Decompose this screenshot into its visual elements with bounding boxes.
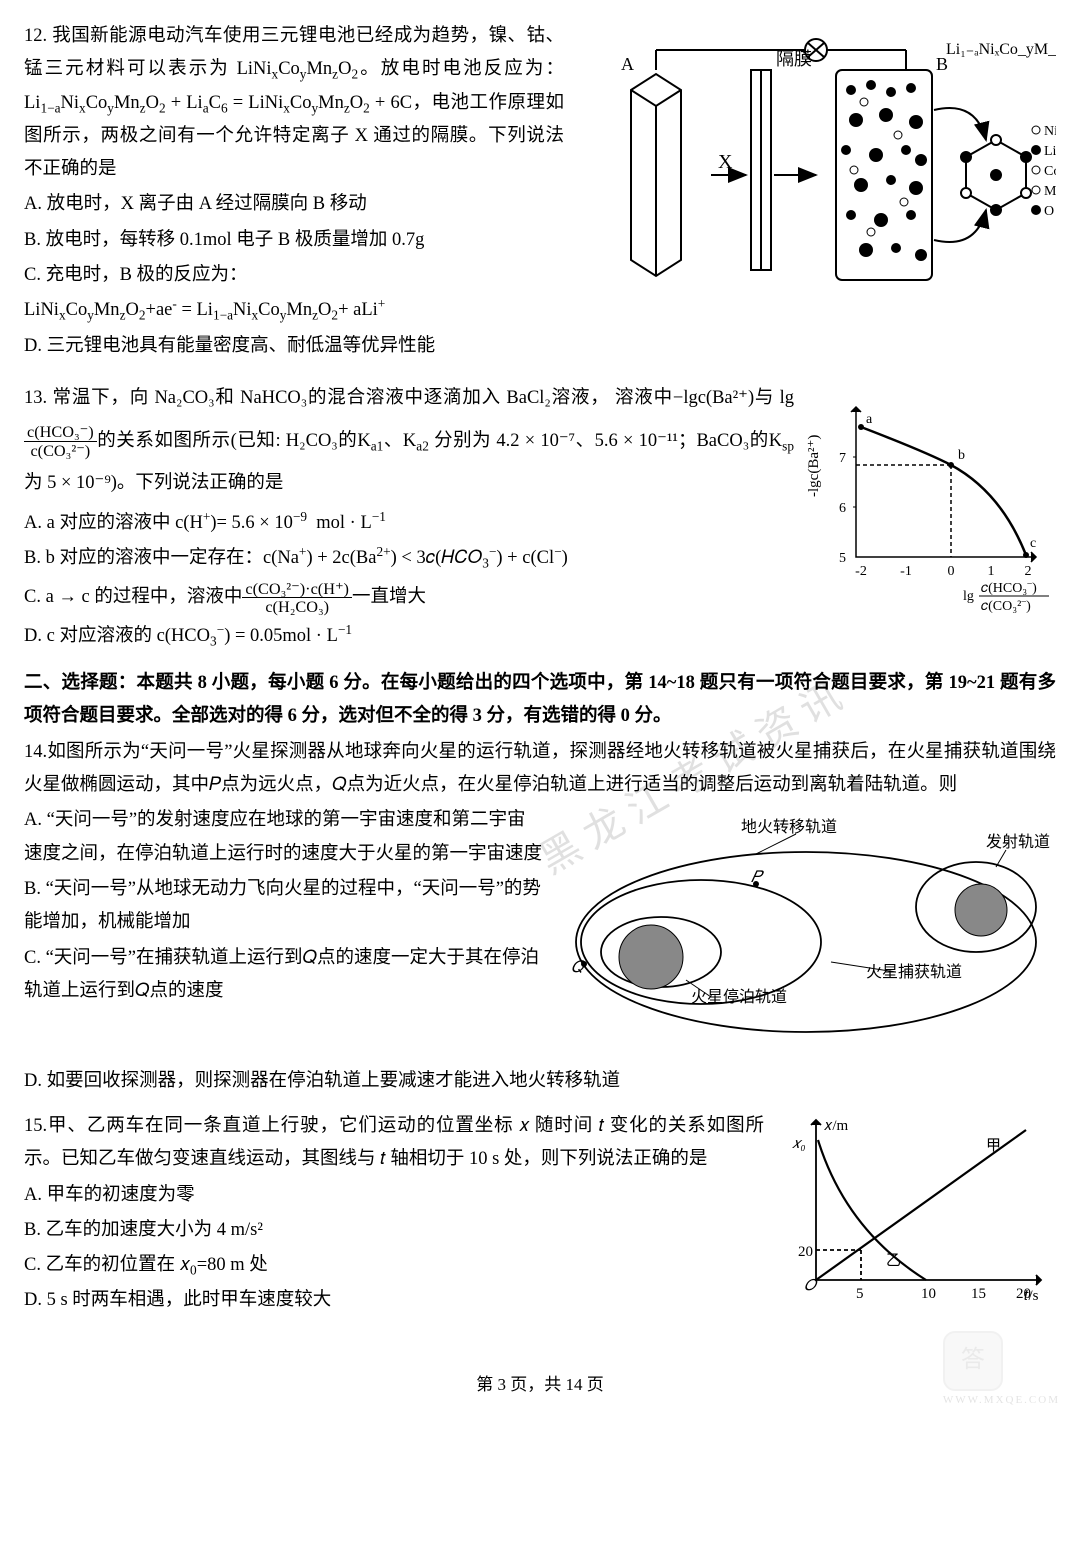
svg-text:火星捕获轨道: 火星捕获轨道	[866, 963, 962, 981]
svg-text:𝑥/m: 𝑥/m	[824, 1118, 849, 1134]
q13-chart: a b c 5 6 7 -2 -1 0 1 2 -lgc(Ba²⁺) lg 𝑐(…	[806, 397, 1056, 629]
svg-text:c: c	[1030, 536, 1036, 551]
svg-text:地火转移轨道: 地火转移轨道	[741, 818, 837, 836]
svg-text:Li: Li	[1044, 144, 1056, 159]
svg-text:-1: -1	[900, 564, 912, 579]
svg-text:-2: -2	[855, 564, 867, 579]
q14-opt-d: D. 如要回收探测器，则探测器在停泊轨道上要减速才能进入地火转移轨道	[24, 1065, 1056, 1098]
svg-text:2: 2	[1025, 564, 1032, 579]
svg-text:发射轨道: 发射轨道	[986, 833, 1050, 851]
svg-text:A: A	[621, 54, 634, 74]
svg-text:lg: lg	[963, 589, 974, 604]
svg-text:甲: 甲	[986, 1138, 1001, 1154]
site-logo: 答 WWW.MXQE.COM	[943, 1331, 1060, 1411]
q15-chart: 𝑥/m 𝑡/s 𝑂 𝑥₀ 20 510 1520 甲 乙	[776, 1110, 1056, 1332]
svg-text:5: 5	[856, 1286, 864, 1302]
svg-text:0: 0	[948, 564, 955, 579]
svg-text:20: 20	[798, 1244, 813, 1260]
svg-text:X: X	[718, 151, 733, 173]
svg-text:5: 5	[839, 551, 846, 566]
svg-text:20: 20	[1016, 1286, 1031, 1302]
question-12: A X B	[24, 20, 1056, 365]
svg-text:Ni: Ni	[1044, 124, 1056, 139]
svg-text:Mn: Mn	[1044, 184, 1056, 199]
question-13: a b c 5 6 7 -2 -1 0 1 2 -lgc(Ba²⁺) lg 𝑐(…	[24, 377, 1056, 655]
svg-text:𝑐(CO₃²⁻): 𝑐(CO₃²⁻)	[981, 599, 1031, 614]
svg-text:15: 15	[971, 1286, 986, 1302]
q14-stem: 14.如图所示为“天问一号”火星探测器从地球奔向火星的运行轨道，探测器经地火转移…	[24, 736, 1056, 803]
section-2-header: 二、选择题：本题共 8 小题，每小题 6 分。在每小题给出的四个选项中，第 14…	[24, 667, 1056, 734]
svg-text:O: O	[1044, 204, 1054, 219]
svg-text:Co: Co	[1044, 164, 1056, 179]
svg-text:隔膜: 隔膜	[776, 49, 812, 69]
svg-text:-lgc(Ba²⁺): -lgc(Ba²⁺)	[806, 435, 822, 497]
svg-text:𝑥₀: 𝑥₀	[792, 1136, 806, 1152]
svg-text:1: 1	[988, 564, 995, 579]
svg-text:b: b	[958, 448, 965, 463]
svg-text:Li₁₋ₐNiₓCo_yM_zO₂: Li₁₋ₐNiₓCo_yM_zO₂	[946, 41, 1056, 58]
svg-text:火星停泊轨道: 火星停泊轨道	[691, 988, 787, 1006]
question-15: 𝑥/m 𝑡/s 𝑂 𝑥₀ 20 510 1520 甲 乙 15.甲、乙两车在同一…	[24, 1110, 1056, 1340]
svg-text:10: 10	[921, 1286, 936, 1302]
q14-figure: 地火转移轨道 发射轨道 火星捕获轨道 火星停泊轨道 𝑃 𝑄	[556, 802, 1056, 1054]
svg-text:𝑐(HCO₃⁻): 𝑐(HCO₃⁻)	[981, 581, 1037, 596]
question-14: 14.如图所示为“天问一号”火星探测器从地球奔向火星的运行轨道，探测器经地火转移…	[24, 736, 1056, 1098]
svg-text:a: a	[866, 412, 873, 427]
q12-figure: A X B	[576, 10, 1056, 312]
svg-text:7: 7	[839, 451, 846, 466]
page-footer: 第 3 页，共 14 页	[24, 1370, 1056, 1401]
svg-text:乙: 乙	[886, 1253, 901, 1269]
svg-text:6: 6	[839, 501, 846, 516]
q12-opt-d: D. 三元锂电池具有能量密度高、耐低温等优异性能	[24, 330, 1056, 363]
